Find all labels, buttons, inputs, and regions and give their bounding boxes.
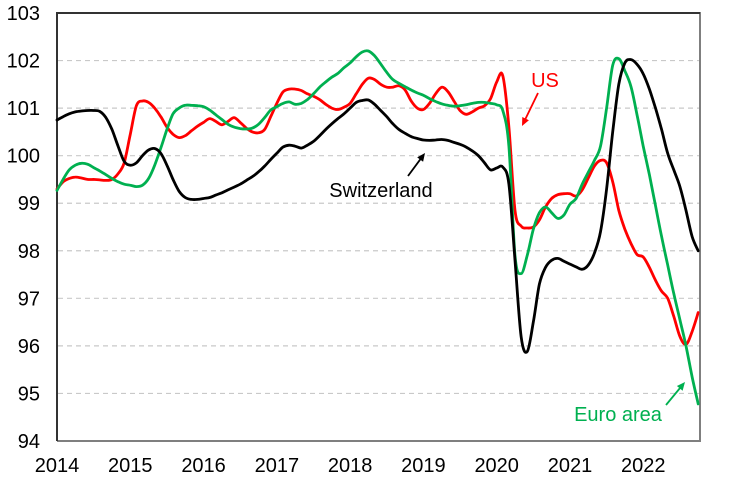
y-axis-tick-label: 101 xyxy=(7,98,40,120)
series-line-euro-area xyxy=(55,49,700,406)
y-axis-tick-label: 99 xyxy=(18,193,40,215)
x-axis-tick-label: 2022 xyxy=(621,455,666,477)
x-axis-tick-label: 2018 xyxy=(328,455,373,477)
annotation-arrowhead-euro-area xyxy=(676,382,685,391)
y-axis-tick-label: 96 xyxy=(18,336,40,358)
x-axis-labels-group: 2014 2015 2016 2017 2018 2019 2020 2021 2022 xyxy=(35,455,666,477)
y-axis-tick-label: 94 xyxy=(18,431,40,453)
series-lines-group xyxy=(55,49,700,406)
gridlines-group xyxy=(58,59,699,395)
annotations-group: US Switzerland Euro area xyxy=(329,70,685,426)
x-axis-tick-label: 2016 xyxy=(181,455,226,477)
series-label-switzerland: Switzerland xyxy=(329,180,432,202)
y-axis-tick-label: 97 xyxy=(18,288,40,310)
y-axis-labels-group: 103 102 101 100 99 98 97 96 95 94 xyxy=(7,3,40,453)
x-axis-tick-label: 2020 xyxy=(474,455,519,477)
x-axis-tick-label: 2021 xyxy=(548,455,593,477)
plot-border-group xyxy=(56,12,701,442)
annotation-arrowhead-us xyxy=(522,117,529,126)
y-axis-tick-label: 100 xyxy=(7,146,40,168)
y-axis-tick-label: 103 xyxy=(7,3,40,25)
y-axis-tick-label: 102 xyxy=(7,51,40,73)
plot-border-right-bottom xyxy=(57,12,701,442)
series-line-switzerland xyxy=(55,58,700,354)
series-label-us: US xyxy=(531,70,559,92)
annotation-arrowhead-switzerland xyxy=(417,153,425,162)
x-axis-tick-label: 2017 xyxy=(255,455,300,477)
annotation-arrow-euro-area xyxy=(665,386,682,406)
y-axis-tick-label: 98 xyxy=(18,241,40,263)
annotation-arrow-us xyxy=(523,92,539,121)
plot-border-left-top xyxy=(56,12,700,441)
annotation-arrow-switzerland xyxy=(407,157,423,177)
series-line-us xyxy=(55,71,700,346)
x-axis-tick-label: 2014 xyxy=(35,455,80,477)
y-axis-tick-label: 95 xyxy=(18,383,40,405)
x-axis-tick-label: 2015 xyxy=(108,455,153,477)
x-axis-tick-label: 2019 xyxy=(401,455,446,477)
series-label-euro-area: Euro area xyxy=(574,404,663,426)
